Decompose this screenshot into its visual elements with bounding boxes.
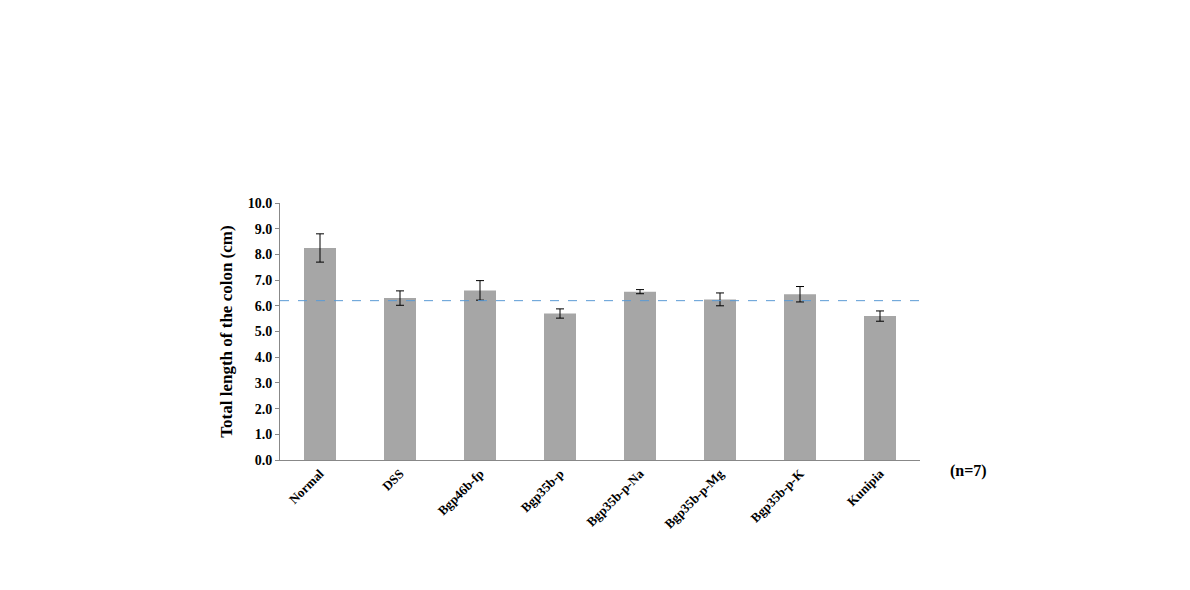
svg-text:Bgp35b-p-Na: Bgp35b-p-Na [583,466,647,530]
svg-text:Normal: Normal [286,466,327,507]
svg-text:7.0: 7.0 [255,273,273,288]
svg-text:2.0: 2.0 [255,402,273,417]
svg-text:DSS: DSS [379,466,406,493]
svg-text:3.0: 3.0 [255,376,273,391]
svg-text:Bgp46b-fp: Bgp46b-fp [435,466,487,518]
svg-text:10.0: 10.0 [248,196,273,211]
svg-text:0.0: 0.0 [255,453,273,468]
svg-text:Bgp35b-p-Mg: Bgp35b-p-Mg [661,466,727,532]
svg-text:Bgp35b-p: Bgp35b-p [518,466,567,515]
svg-text:8.0: 8.0 [255,247,273,262]
svg-text:5.0: 5.0 [255,324,273,339]
svg-text:4.0: 4.0 [255,350,273,365]
svg-text:(n=7): (n=7) [950,462,987,480]
svg-text:Bgp35b-p-K: Bgp35b-p-K [748,466,808,526]
svg-text:6.0: 6.0 [255,299,273,314]
svg-text:1.0: 1.0 [255,427,273,442]
svg-text:Total length of the colon (cm): Total length of the colon (cm) [217,225,236,437]
svg-text:9.0: 9.0 [255,222,273,237]
svg-text:Kunipia: Kunipia [844,466,887,509]
